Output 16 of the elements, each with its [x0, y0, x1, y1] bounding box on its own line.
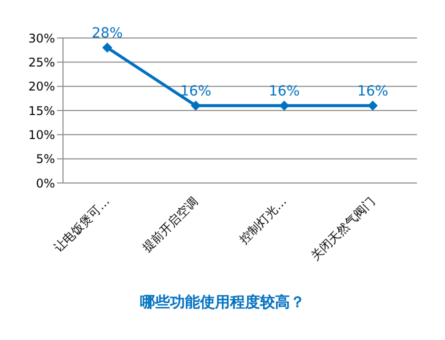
- data-label: 16%: [268, 84, 300, 100]
- y-tick-label: 25%: [28, 55, 55, 70]
- x-tick-label: 让电饭煲可…: [51, 194, 112, 255]
- y-tick-label: 0%: [36, 176, 55, 190]
- x-tick-label: 关闭天然气阀门: [308, 194, 378, 264]
- y-tick-label: 30%: [28, 31, 55, 46]
- y-tick-label: 15%: [28, 104, 55, 118]
- text: 哪些功能使用程度较高？: [139, 293, 306, 312]
- x-tick-label: 提前开启空调: [140, 194, 201, 255]
- y-tick-label: 10%: [28, 128, 55, 142]
- x-tick-label: 控制灯光…: [236, 194, 290, 246]
- data-label: 16%: [180, 84, 212, 100]
- y-tick-label: 5%: [36, 152, 55, 166]
- y-tick-label: 20%: [28, 80, 55, 94]
- data-label: 16%: [357, 84, 388, 100]
- data-label: 28%: [92, 26, 123, 42]
